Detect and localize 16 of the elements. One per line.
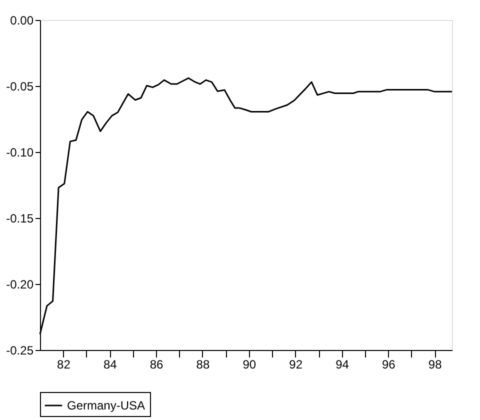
y-tick-label: -0.10 bbox=[6, 146, 34, 160]
x-tick-label: 94 bbox=[336, 358, 350, 372]
x-tick-label: 84 bbox=[103, 358, 118, 372]
x-tick-label: 96 bbox=[382, 358, 396, 372]
x-tick-label: 92 bbox=[289, 358, 303, 372]
x-tick-label: 82 bbox=[57, 358, 71, 372]
y-tick-label: -0.05 bbox=[6, 80, 34, 94]
y-tick-label: -0.25 bbox=[6, 344, 34, 358]
y-tick-label: -0.20 bbox=[6, 278, 34, 292]
x-tick-label: 86 bbox=[150, 358, 164, 372]
x-tick-label: 98 bbox=[428, 358, 442, 372]
y-tick-label: 0.00 bbox=[10, 14, 34, 28]
x-tick-label: 90 bbox=[242, 358, 256, 372]
y-tick-label: -0.15 bbox=[6, 212, 34, 226]
x-tick-label: 88 bbox=[196, 358, 210, 372]
legend-label: Germany-USA bbox=[67, 398, 146, 412]
